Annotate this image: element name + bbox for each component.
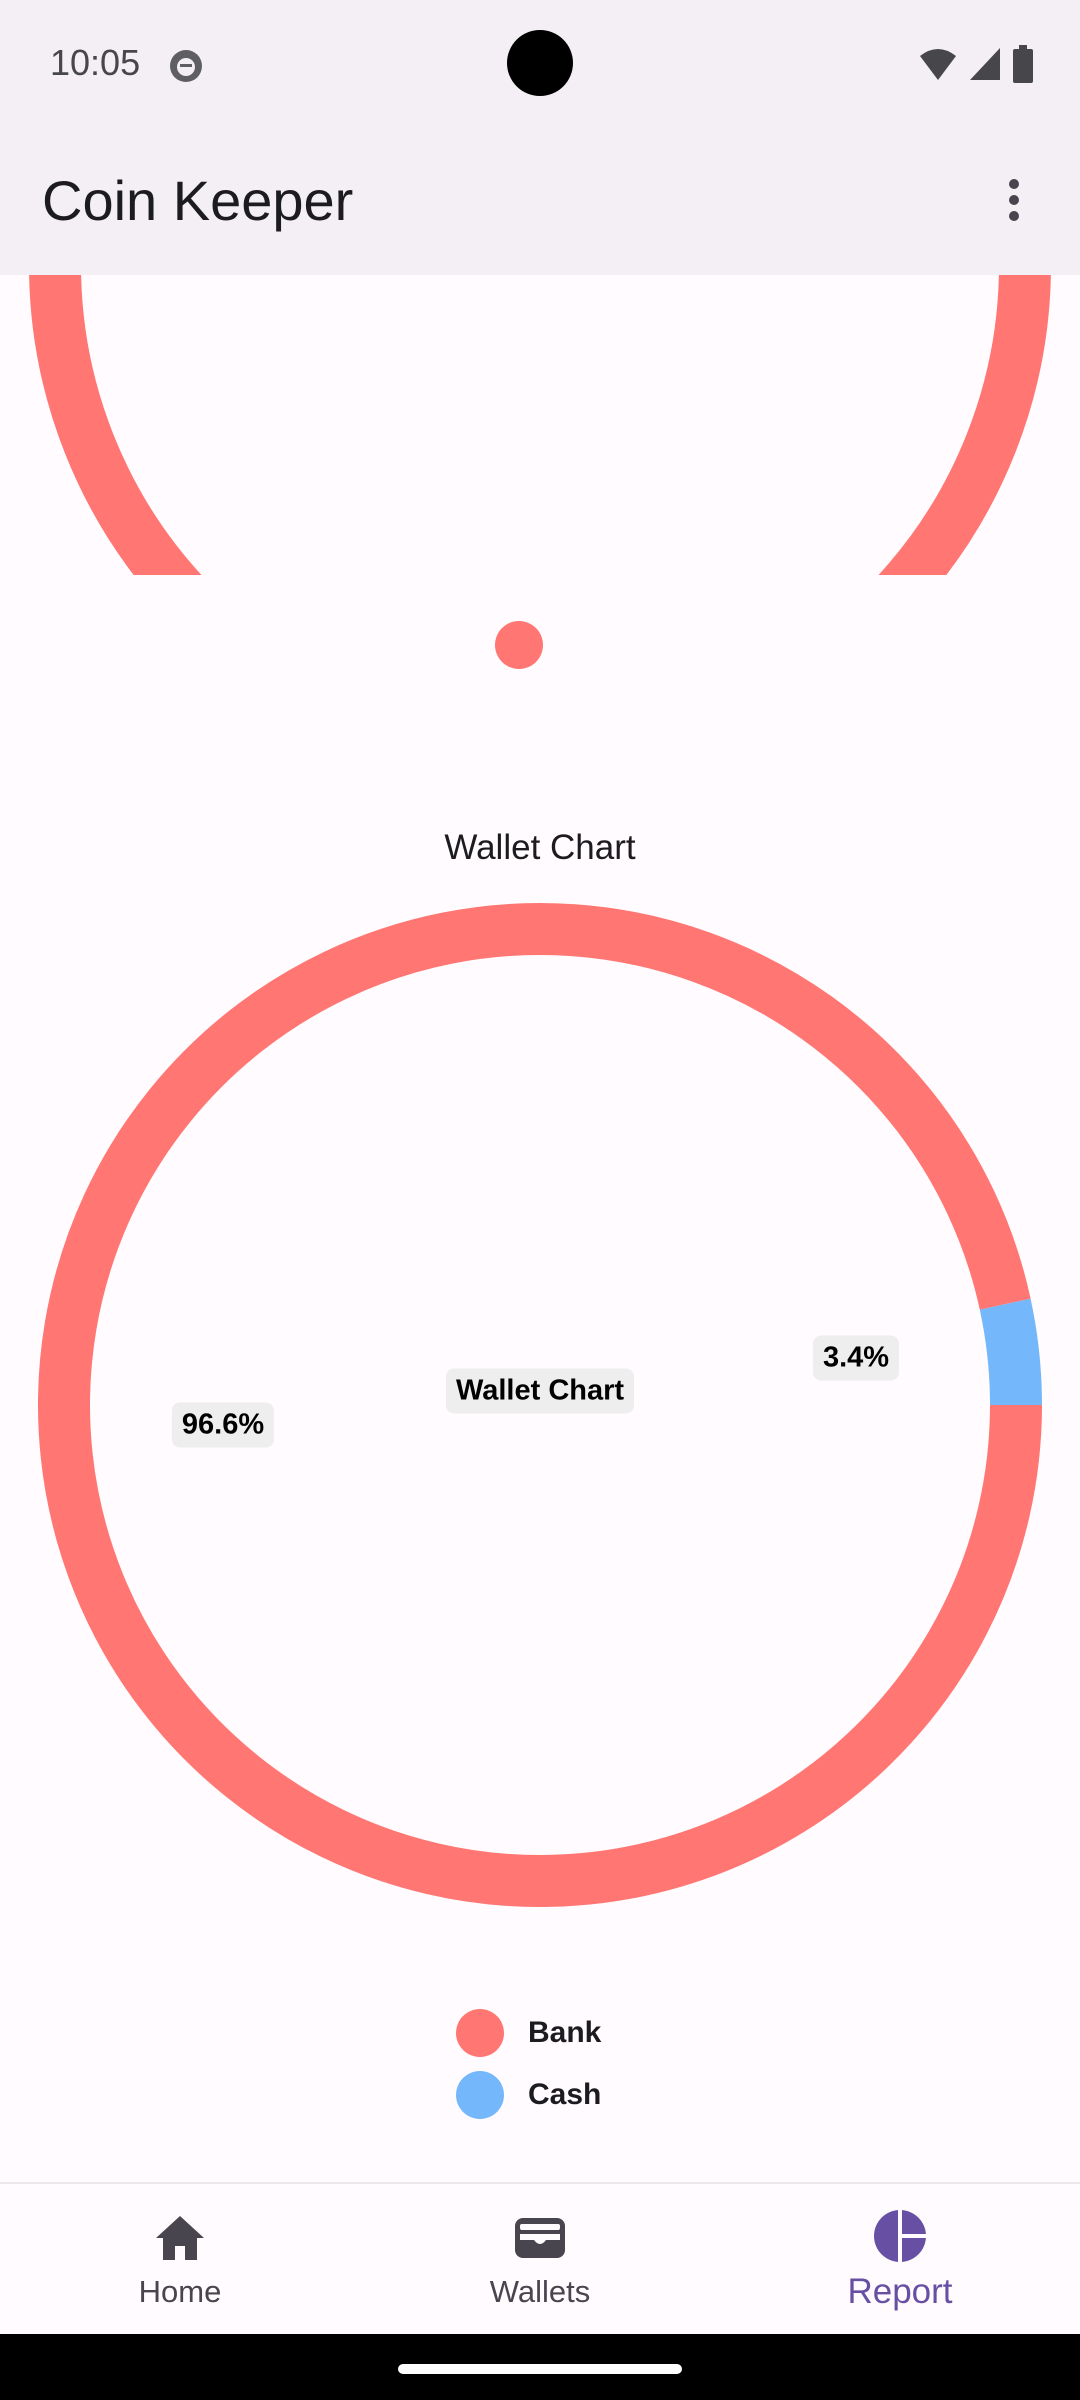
previous-chart-ring — [29, 275, 1051, 575]
gesture-handle[interactable] — [398, 2364, 682, 2374]
nav-wallets[interactable]: Wallets — [360, 2184, 720, 2336]
status-bar: 10:05 — [0, 0, 1080, 130]
data-label-cash: 3.4% — [812, 1335, 900, 1381]
nav-wallets-label: Wallets — [489, 2274, 591, 2309]
legend-swatch-bank — [456, 2009, 504, 2057]
chart-title: Wallet Chart — [444, 828, 636, 867]
more-vert-icon — [1009, 179, 1019, 221]
wifi-icon — [920, 49, 956, 80]
chart-legend: Bank Cash — [456, 2002, 601, 2126]
battery-icon — [1013, 45, 1033, 83]
legend-item-bank: Bank — [456, 2002, 601, 2064]
wallet-icon — [515, 2218, 565, 2258]
data-label-bank: 96.6% — [171, 1402, 275, 1448]
chart-center-label: Wallet Chart — [445, 1368, 635, 1414]
chart-slice-bank — [38, 903, 1042, 1907]
nav-report[interactable]: Report — [720, 2184, 1080, 2336]
legend-item-cash: Cash — [456, 2064, 601, 2126]
overflow-menu-button[interactable] — [972, 164, 1056, 236]
status-icons — [918, 44, 1034, 84]
bottom-navigation: Home Wallets Report — [0, 2182, 1080, 2336]
wallet-donut-chart — [38, 903, 1042, 1907]
nav-home-label: Home — [138, 2274, 222, 2309]
report-content[interactable]: 96.6% Wallet Chart 3.4% — [0, 275, 1080, 2182]
legend-label-cash: Cash — [528, 2078, 602, 2111]
camera-cutout — [507, 30, 573, 96]
app-bar — [0, 130, 1080, 275]
app-notification-icon — [170, 50, 202, 82]
signal-icon — [970, 48, 1000, 80]
home-icon — [156, 2216, 204, 2260]
chart-slice-cash — [979, 1298, 1042, 1406]
legend-swatch-cash — [456, 2071, 504, 2119]
status-time: 10:05 — [50, 42, 141, 83]
nav-home[interactable]: Home — [0, 2184, 360, 2336]
pie-chart-icon — [874, 2208, 928, 2264]
legend-label-bank: Bank — [528, 2016, 602, 2049]
app-title: Coin Keeper — [42, 169, 354, 232]
nav-report-label: Report — [847, 2272, 953, 2311]
previous-legend-swatch — [495, 621, 543, 669]
